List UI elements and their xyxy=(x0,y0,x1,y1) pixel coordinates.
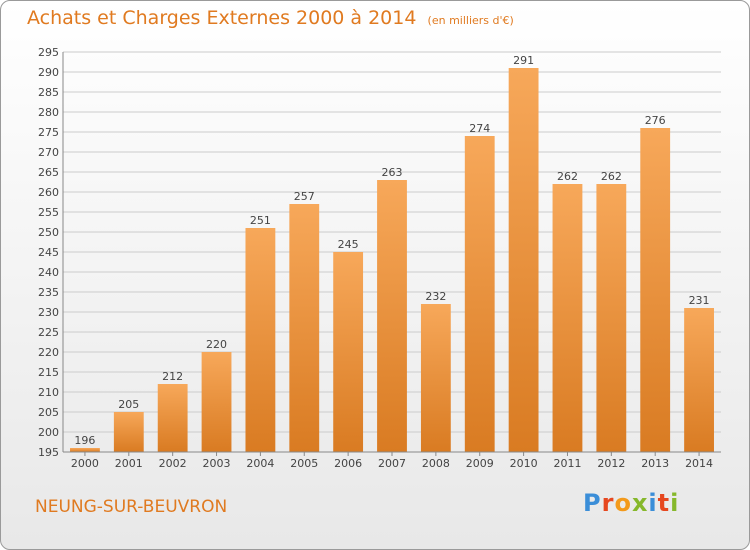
value-label: 231 xyxy=(689,294,710,307)
value-label: 257 xyxy=(294,190,315,203)
bar-2004 xyxy=(245,228,276,452)
x-tick-label: 2009 xyxy=(466,457,494,470)
value-label: 262 xyxy=(557,170,578,183)
y-tick-label: 265 xyxy=(38,166,59,179)
y-tick-label: 210 xyxy=(38,386,59,399)
bar-2006 xyxy=(333,252,364,452)
y-tick-label: 220 xyxy=(38,346,59,359)
x-tick-label: 2013 xyxy=(641,457,669,470)
value-label: 276 xyxy=(645,114,666,127)
bar-2014 xyxy=(684,308,714,452)
bar-2009 xyxy=(464,136,495,452)
y-tick-label: 270 xyxy=(38,146,59,159)
value-label: 245 xyxy=(338,238,359,251)
value-label: 205 xyxy=(118,398,139,411)
x-tick-label: 2012 xyxy=(597,457,625,470)
value-label: 232 xyxy=(425,290,446,303)
unit-note: (en milliers d'€) xyxy=(427,14,514,27)
logo-letter: r xyxy=(601,489,615,517)
bars: 196 205 212 220 251 257 245 263 232 274 291 262 262 2… xyxy=(70,54,714,452)
y-tick-label: 275 xyxy=(38,126,59,139)
bar-2010 xyxy=(508,68,539,452)
y-tick-label: 285 xyxy=(38,86,59,99)
chart-title: Achats et Charges Externes 2000 à 2014 (… xyxy=(27,7,514,29)
value-label: 212 xyxy=(162,370,183,383)
value-label: 196 xyxy=(74,434,95,447)
bar-2001 xyxy=(113,412,144,452)
bar-2000 xyxy=(70,448,100,452)
x-tick-label: 2000 xyxy=(71,457,99,470)
x-tick-label: 2007 xyxy=(378,457,406,470)
y-tick-label: 225 xyxy=(38,326,59,339)
bar-2002 xyxy=(157,384,188,452)
y-tick-label: 195 xyxy=(38,446,59,459)
proxiti-logo: Proxiti xyxy=(583,489,679,517)
y-tick-label: 235 xyxy=(38,286,59,299)
commune-name: NEUNG-SUR-BEUVRON xyxy=(35,497,228,517)
logo-letter: x xyxy=(631,489,649,517)
y-tick-label: 245 xyxy=(38,246,59,259)
y-tick-label: 200 xyxy=(38,426,59,439)
x-tick-label: 2004 xyxy=(246,457,274,470)
logo-letter: i xyxy=(670,489,680,517)
x-tick-label: 2010 xyxy=(510,457,538,470)
y-tick-label: 260 xyxy=(38,186,59,199)
value-label: 220 xyxy=(206,338,227,351)
x-tick-label: 2002 xyxy=(159,457,187,470)
y-tick-label: 255 xyxy=(38,206,59,219)
x-tick-label: 2011 xyxy=(553,457,581,470)
bar-2005 xyxy=(289,204,320,452)
x-tick-label: 2003 xyxy=(203,457,231,470)
logo-letter: o xyxy=(614,489,632,517)
axes: 195 200 205 210 215 220 225 230 235 240 245 250 255 2… xyxy=(38,46,721,470)
x-tick-label: 2008 xyxy=(422,457,450,470)
y-tick-label: 230 xyxy=(38,306,59,319)
y-tick-label: 290 xyxy=(38,66,59,79)
y-tick-label: 250 xyxy=(38,226,59,239)
y-tick-label: 280 xyxy=(38,106,59,119)
bar-2013 xyxy=(640,128,671,452)
bar-2008 xyxy=(420,304,451,452)
bar-2011 xyxy=(552,184,583,452)
x-tick-label: 2001 xyxy=(115,457,143,470)
x-tick-label: 2005 xyxy=(290,457,318,470)
bar-2003 xyxy=(201,352,232,452)
bar-2012 xyxy=(596,184,627,452)
logo-letter: P xyxy=(583,489,602,517)
value-label: 291 xyxy=(513,54,534,67)
y-tick-label: 215 xyxy=(38,366,59,379)
value-label: 262 xyxy=(601,170,622,183)
y-tick-label: 295 xyxy=(38,46,59,59)
logo-letter: t xyxy=(657,489,671,517)
bar-2007 xyxy=(377,180,407,452)
value-label: 251 xyxy=(250,214,271,227)
title-text: Achats et Charges Externes 2000 à 2014 xyxy=(27,7,417,29)
y-tick-label: 205 xyxy=(38,406,59,419)
x-tick-label: 2006 xyxy=(334,457,362,470)
logo-letter: i xyxy=(648,489,658,517)
value-label: 263 xyxy=(382,166,403,179)
x-tick-label: 2014 xyxy=(685,457,713,470)
y-tick-label: 240 xyxy=(38,266,59,279)
value-label: 274 xyxy=(469,122,490,135)
